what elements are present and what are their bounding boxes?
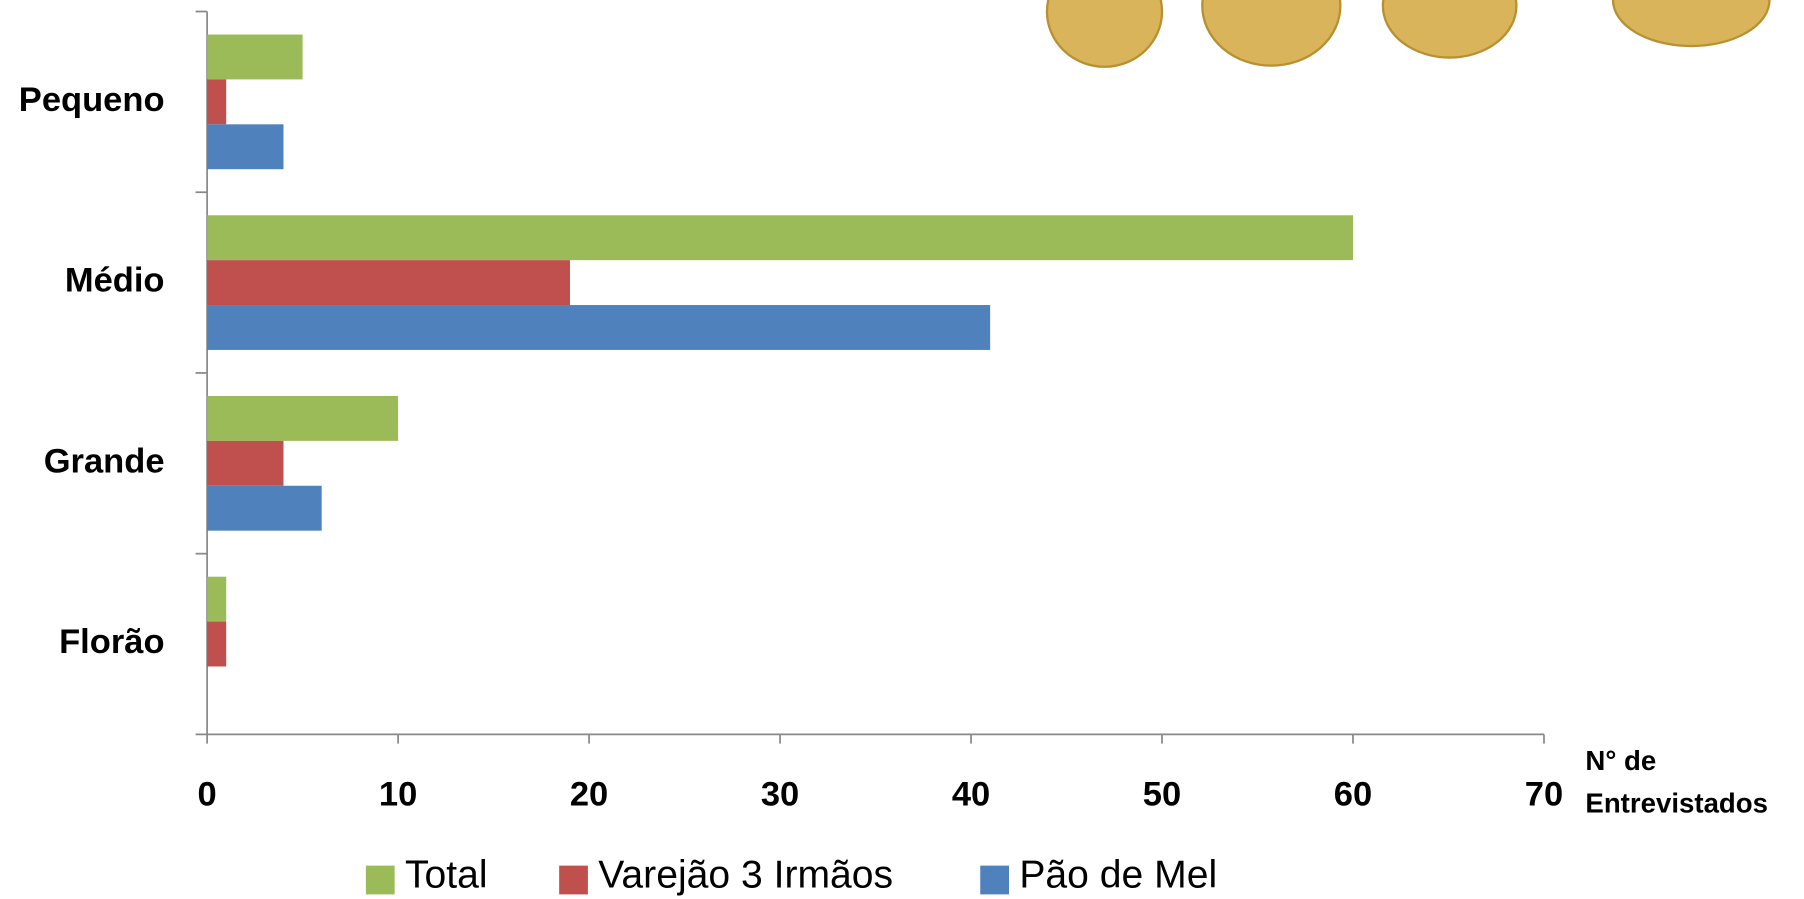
bar <box>207 260 570 306</box>
legend-label: Total <box>405 853 488 896</box>
x-tick-label: 0 <box>197 776 216 814</box>
x-tick-label: 20 <box>570 776 608 814</box>
y-tick-label: Grande <box>44 442 165 480</box>
bar <box>207 576 227 622</box>
x-tick-label: 40 <box>952 776 990 814</box>
potato-decoration <box>1045 0 1771 68</box>
bar <box>207 34 303 80</box>
legend-swatch <box>980 865 1009 895</box>
legend-swatch <box>559 865 588 895</box>
y-tick-label: Pequeno <box>19 81 165 119</box>
bar <box>207 485 322 531</box>
bar <box>207 440 284 486</box>
bar <box>207 124 284 170</box>
y-tick-label: Florão <box>59 623 164 661</box>
x-tick-label: 60 <box>1334 776 1372 814</box>
x-axis-label-box: N° de Entrevistados <box>1585 745 1769 820</box>
x-axis-label: N° de Entrevistados <box>1585 745 1769 820</box>
bar <box>207 305 991 350</box>
bar <box>207 215 1354 261</box>
bar <box>207 395 399 441</box>
legend-swatch <box>365 865 395 895</box>
x-tick-label: 50 <box>1143 776 1181 814</box>
legend-label: Varejão 3 Irmãos <box>598 853 893 896</box>
x-tick-label: 70 <box>1525 776 1563 814</box>
x-tick-label: 30 <box>761 776 799 814</box>
y-tick-label: Médio <box>65 262 165 300</box>
legend-label: Pão de Mel <box>1019 853 1217 896</box>
x-tick-label: 10 <box>379 776 417 814</box>
bar <box>207 79 227 125</box>
bar <box>207 621 227 667</box>
